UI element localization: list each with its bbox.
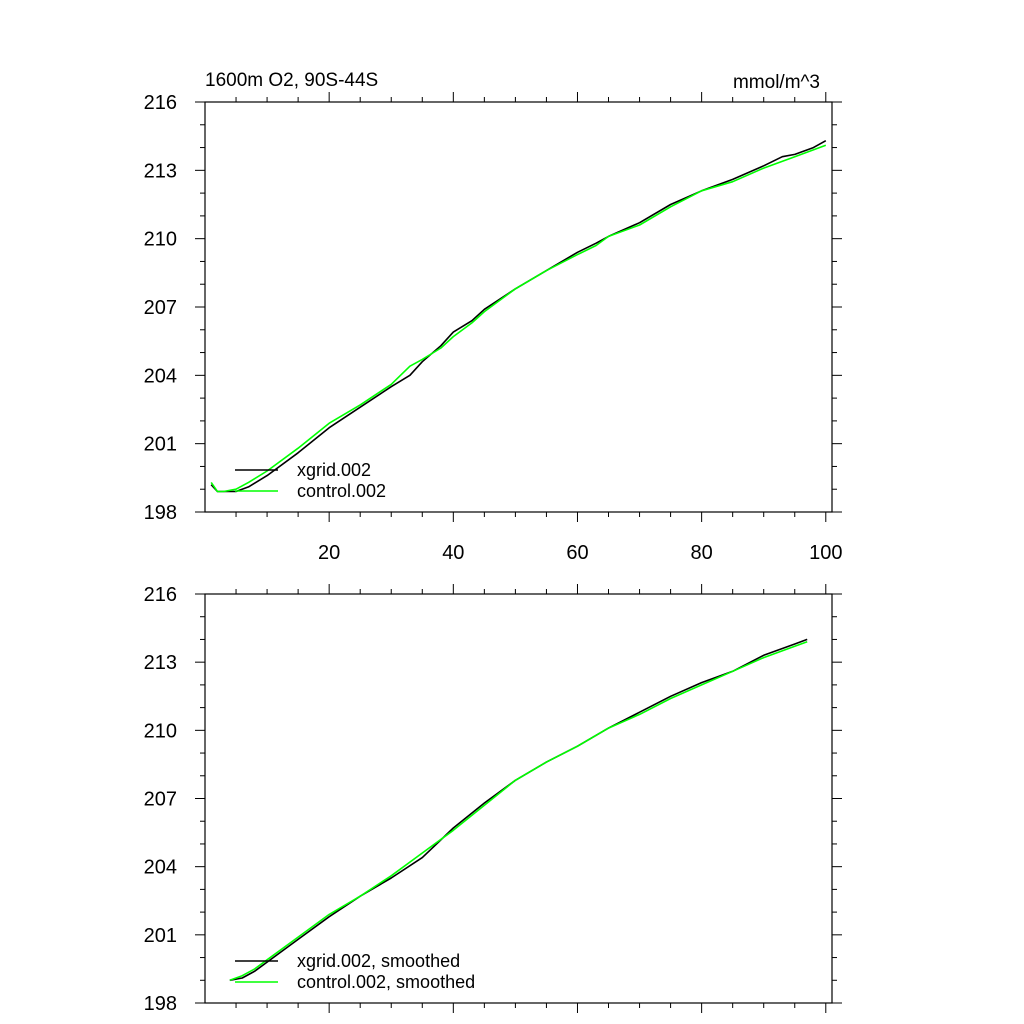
chart-panel-2: 198 201 204 207 210 213 216 xgrid.002, smoothed… bbox=[144, 584, 842, 1015]
series-line-2 bbox=[229, 640, 808, 982]
chart-panel-1: 198 201 204 207 210 213 216 20 40 60 80 100 1600m O2… bbox=[144, 70, 843, 564]
series-line-2 bbox=[210, 144, 827, 493]
y-tick-label: 201 bbox=[144, 925, 177, 947]
y-tick-label: 210 bbox=[144, 229, 177, 251]
x-tick-label: 20 bbox=[318, 542, 340, 564]
legend-label: control.002 bbox=[297, 481, 386, 501]
legend-label: xgrid.002 bbox=[297, 460, 371, 480]
x-tick-label: 60 bbox=[566, 542, 588, 564]
y-tick-label: 213 bbox=[144, 652, 177, 674]
y-tick-label: 207 bbox=[144, 789, 177, 811]
chart-title: 1600m O2, 90S-44S bbox=[205, 70, 378, 91]
legend-label: xgrid.002, smoothed bbox=[297, 951, 460, 971]
y-tick-label: 198 bbox=[144, 993, 177, 1015]
y-tick-label: 204 bbox=[144, 365, 177, 387]
plot-frame bbox=[204, 101, 833, 513]
x-tick-label: 80 bbox=[691, 542, 713, 564]
y-tick-label: 198 bbox=[144, 502, 177, 524]
y-tick-label: 216 bbox=[144, 92, 177, 114]
y-tick-label: 204 bbox=[144, 857, 177, 879]
x-tick-label: 100 bbox=[809, 542, 842, 564]
series-line-1 bbox=[229, 638, 808, 982]
legend-label: control.002, smoothed bbox=[297, 972, 475, 992]
y-tick-label: 207 bbox=[144, 297, 177, 319]
x-tick-label: 40 bbox=[442, 542, 464, 564]
y-tick-label: 213 bbox=[144, 160, 177, 182]
plot-frame bbox=[204, 593, 833, 1004]
y-tick-label: 201 bbox=[144, 434, 177, 456]
series-line-1 bbox=[210, 140, 827, 493]
y-tick-label: 216 bbox=[144, 584, 177, 606]
y-tick-label: 210 bbox=[144, 720, 177, 742]
units-label: mmol/m^3 bbox=[733, 72, 820, 93]
